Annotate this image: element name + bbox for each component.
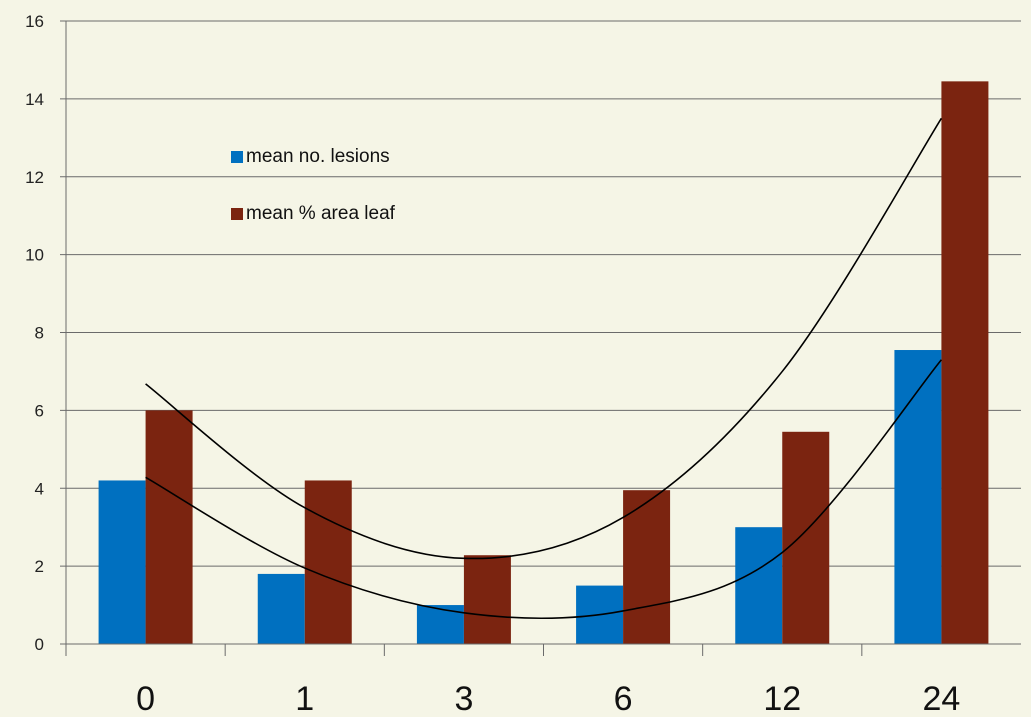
trendline-0 — [145, 359, 943, 620]
y-tick-label: 14 — [25, 90, 44, 109]
legend-swatch-1 — [231, 208, 243, 220]
bar-area-12 — [782, 431, 830, 644]
bars — [98, 81, 989, 644]
axes — [65, 21, 1021, 656]
legend: mean no. lesions mean % area leaf — [231, 146, 396, 224]
y-tick-label: 8 — [35, 324, 44, 343]
bar-area-24 — [941, 81, 989, 644]
bar-area-1 — [304, 480, 352, 644]
x-tick-label: 6 — [614, 680, 633, 717]
bar-area-0 — [145, 410, 193, 644]
gridlines — [60, 20, 1021, 645]
legend-label-1: mean % area leaf — [246, 203, 396, 224]
y-tick-label: 0 — [35, 635, 44, 654]
bar-lesions-12 — [735, 527, 783, 644]
x-tick-label: 1 — [295, 680, 314, 717]
x-tick-label: 0 — [136, 680, 155, 717]
x-tick-label: 24 — [923, 680, 961, 717]
y-tick-label: 10 — [25, 246, 44, 265]
bar-lesions-24 — [894, 350, 942, 644]
x-tick-label: 12 — [763, 680, 801, 717]
bar-lesions-3 — [416, 605, 464, 644]
bar-area-3 — [463, 555, 511, 644]
trendlines — [145, 117, 943, 620]
bar-area-6 — [623, 490, 671, 644]
trendline-1 — [145, 117, 943, 560]
y-tick-label: 2 — [35, 557, 44, 576]
y-tick-label: 4 — [35, 479, 44, 498]
y-axis-ticks: 0 2 4 6 8 10 12 14 16 — [25, 12, 44, 654]
x-tick-label: 3 — [454, 680, 473, 717]
y-tick-label: 12 — [25, 168, 44, 187]
y-tick-label: 16 — [25, 12, 44, 31]
bar-lesions-0 — [98, 480, 146, 644]
legend-swatch-0 — [231, 151, 243, 163]
bar-lesions-1 — [257, 573, 305, 644]
legend-label-0: mean no. lesions — [246, 146, 390, 167]
x-axis-ticks: 0 1 3 6 12 24 — [136, 680, 960, 717]
y-tick-label: 6 — [35, 401, 44, 420]
